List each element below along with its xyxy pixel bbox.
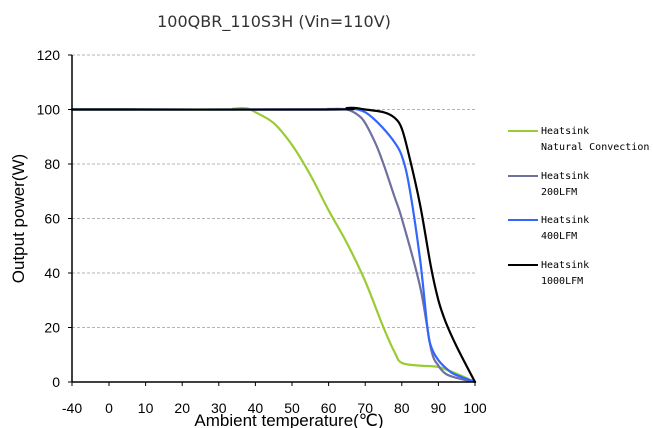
x-tick-label: 40 [248,400,264,416]
x-tick-label: 0 [105,400,113,416]
y-tick-label: 100 [37,102,61,118]
x-tick-label: 60 [321,400,337,416]
x-tick-label: 90 [431,400,447,416]
y-axis-title: Output power(W) [9,154,28,283]
legend: Heatsink Natural Convection Heatsink 200LFM… [508,126,649,287]
y-tick-label: 60 [44,211,60,227]
x-tick-label: -40 [62,400,82,416]
series-line-heatsink-400lfm [70,107,477,384]
x-tick-label: 100 [463,400,487,416]
legend-label: Heatsink [541,260,589,271]
legend-label: 400LFM [541,231,577,242]
y-tick-label: 20 [44,320,60,336]
legend-label: Heatsink [541,215,589,226]
legend-label: Natural Convection [541,142,649,153]
x-axis-title: Ambient temperature(℃) [194,411,383,428]
x-tick-label: 20 [174,400,190,416]
y-tick-label: 80 [44,156,60,172]
x-tick-label: 80 [394,400,410,416]
x-tick-label: 70 [357,400,373,416]
x-tick-label: 50 [284,400,300,416]
series-line-heatsink-1000lfm [70,106,477,384]
y-tick-label: 120 [37,47,61,63]
legend-label: 200LFM [541,187,577,198]
legend-label: 1000LFM [541,276,583,287]
series-line-heatsink-200lfm [70,107,477,384]
x-tick-label: 30 [211,400,227,416]
chart-title: 100QBR_110S3H (Vin=110V) [157,12,391,32]
y-tick-label: 40 [44,265,60,281]
legend-label: Heatsink [541,171,589,182]
legend-label: Heatsink [541,126,589,137]
y-tick-label: 0 [52,374,60,390]
grid-lines [72,54,475,328]
series-line-heatsink-natural-convection [70,106,477,384]
series-layer [70,106,477,384]
x-tick-label: 10 [138,400,154,416]
